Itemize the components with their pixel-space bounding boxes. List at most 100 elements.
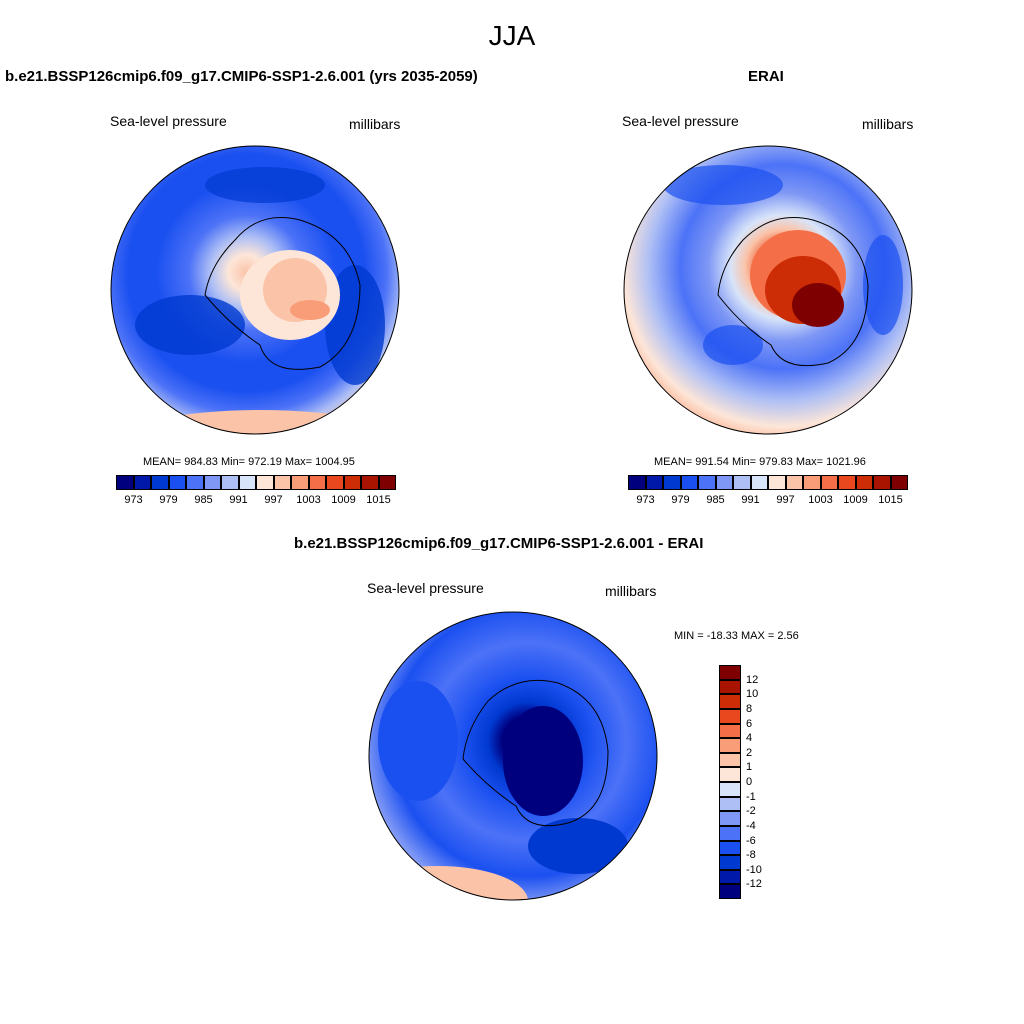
colorbar-swatch	[168, 475, 186, 490]
colorbar-tick-label: -6	[746, 834, 756, 847]
panel-erai-field-label: Sea-level pressure	[622, 113, 739, 129]
colorbar-swatch	[645, 475, 663, 490]
colorbar-tick-label: -10	[746, 863, 762, 876]
map-diff-slp	[368, 611, 658, 901]
colorbar-swatch	[719, 665, 741, 680]
colorbar-swatch	[291, 475, 309, 490]
colorbar-swatch	[719, 840, 741, 856]
colorbar-swatch	[768, 475, 786, 490]
colorbar-tick-label: 1	[746, 761, 753, 774]
colorbar-tick-label: 1015	[366, 494, 391, 506]
colorbar-swatch	[820, 475, 838, 490]
colorbar-diff-ticks: -12 -10 -8 -6 -4 -2 -1 0 1 2 4 6 8 10 12	[746, 665, 786, 899]
page-title: JJA	[488, 20, 536, 51]
colorbar-tick-label: 1003	[296, 494, 321, 506]
colorbar-tick-label: 973	[124, 494, 143, 506]
colorbar-swatch	[238, 475, 256, 490]
colorbar-swatch	[719, 723, 741, 739]
colorbar-swatch	[733, 475, 751, 490]
colorbar-swatch	[719, 811, 741, 826]
colorbar-swatch	[663, 475, 681, 490]
colorbar-tick-label: 985	[706, 494, 725, 506]
panel-diff-units-label: millibars	[605, 583, 657, 599]
colorbar-tick-label: 973	[636, 494, 655, 506]
colorbar-tick-label: -2	[746, 805, 756, 818]
colorbar-diff	[719, 665, 741, 899]
colorbar-swatch	[719, 752, 741, 768]
colorbar-model-ticks: 973 979 985 991 997 1003 1009 1015	[116, 494, 396, 508]
colorbar-erai-ticks: 973 979 985 991 997 1003 1009 1015	[628, 494, 908, 508]
colorbar-tick-label: -12	[746, 878, 762, 891]
panel-diff-field-label: Sea-level pressure	[367, 580, 484, 596]
colorbar-swatch	[719, 782, 741, 797]
colorbar-swatch	[785, 475, 803, 490]
colorbar-tick-label: -1	[746, 790, 756, 803]
map-erai-slp	[623, 145, 913, 435]
colorbar-tick-label: 6	[746, 717, 753, 730]
colorbar-swatch	[273, 475, 291, 490]
colorbar-swatch	[803, 475, 821, 490]
colorbar-swatch	[151, 475, 169, 490]
panel-model-field-label: Sea-level pressure	[110, 113, 227, 129]
colorbar-swatch	[719, 694, 741, 709]
colorbar-model	[116, 475, 396, 490]
colorbar-swatch	[133, 475, 151, 490]
colorbar-tick-label: 8	[746, 702, 753, 715]
colorbar-tick-label: 12	[746, 673, 759, 686]
colorbar-tick-label: 985	[194, 494, 213, 506]
panel-model-units-label: millibars	[349, 116, 401, 132]
colorbar-tick-label: 2	[746, 746, 753, 759]
colorbar-swatch	[203, 475, 221, 490]
panel-model-title: b.e21.BSSP126cmip6.f09_g17.CMIP6-SSP1-2.…	[5, 68, 478, 85]
colorbar-tick-label: -4	[746, 819, 756, 832]
colorbar-tick-label: 979	[159, 494, 178, 506]
colorbar-swatch	[855, 475, 873, 490]
colorbar-swatch	[378, 475, 396, 490]
colorbar-tick-label: 1015	[878, 494, 903, 506]
panel-erai-stats: MEAN= 991.54 Min= 979.83 Max= 1021.96	[654, 456, 866, 468]
colorbar-swatch	[680, 475, 698, 490]
panel-diff-title: b.e21.BSSP126cmip6.f09_g17.CMIP6-SSP1-2.…	[294, 535, 704, 552]
colorbar-tick-label: 979	[671, 494, 690, 506]
colorbar-tick-label: 0	[746, 776, 753, 788]
panel-diff-stats: MIN = -18.33 MAX = 2.56	[674, 630, 799, 642]
colorbar-tick-label: 10	[746, 688, 759, 701]
colorbar-swatch	[890, 475, 908, 490]
colorbar-tick-label: 991	[741, 494, 760, 506]
colorbar-tick-label: 997	[776, 494, 795, 506]
map-model-slp	[110, 145, 400, 435]
colorbar-swatch	[719, 855, 741, 870]
colorbar-swatch	[698, 475, 716, 490]
colorbar-swatch	[186, 475, 204, 490]
colorbar-tick-label: 4	[746, 732, 753, 745]
colorbar-tick-label: 997	[264, 494, 283, 506]
panel-erai-title: ERAI	[748, 68, 784, 85]
colorbar-swatch	[715, 475, 733, 490]
colorbar-swatch	[750, 475, 768, 490]
colorbar-tick-label: -8	[746, 849, 756, 862]
colorbar-swatch	[308, 475, 326, 490]
panel-erai-units-label: millibars	[862, 116, 914, 132]
colorbar-swatch	[361, 475, 379, 490]
colorbar-swatch	[838, 475, 856, 490]
colorbar-swatch	[719, 884, 741, 899]
colorbar-swatch	[256, 475, 274, 490]
colorbar-swatch	[873, 475, 891, 490]
colorbar-swatch	[628, 475, 646, 490]
colorbar-swatch	[326, 475, 344, 490]
colorbar-swatch	[719, 767, 741, 782]
colorbar-swatch	[719, 825, 741, 841]
panel-model-stats: MEAN= 984.83 Min= 972.19 Max= 1004.95	[143, 456, 355, 468]
colorbar-swatch	[116, 475, 134, 490]
colorbar-erai	[628, 475, 908, 490]
colorbar-swatch	[719, 708, 741, 724]
colorbar-swatch	[221, 475, 239, 490]
colorbar-swatch	[719, 869, 741, 885]
colorbar-swatch	[719, 679, 741, 695]
colorbar-swatch	[719, 738, 741, 753]
colorbar-tick-label: 1009	[331, 494, 356, 506]
colorbar-tick-label: 1009	[843, 494, 868, 506]
colorbar-swatch	[719, 796, 741, 812]
colorbar-tick-label: 1003	[808, 494, 833, 506]
colorbar-tick-label: 991	[229, 494, 248, 506]
